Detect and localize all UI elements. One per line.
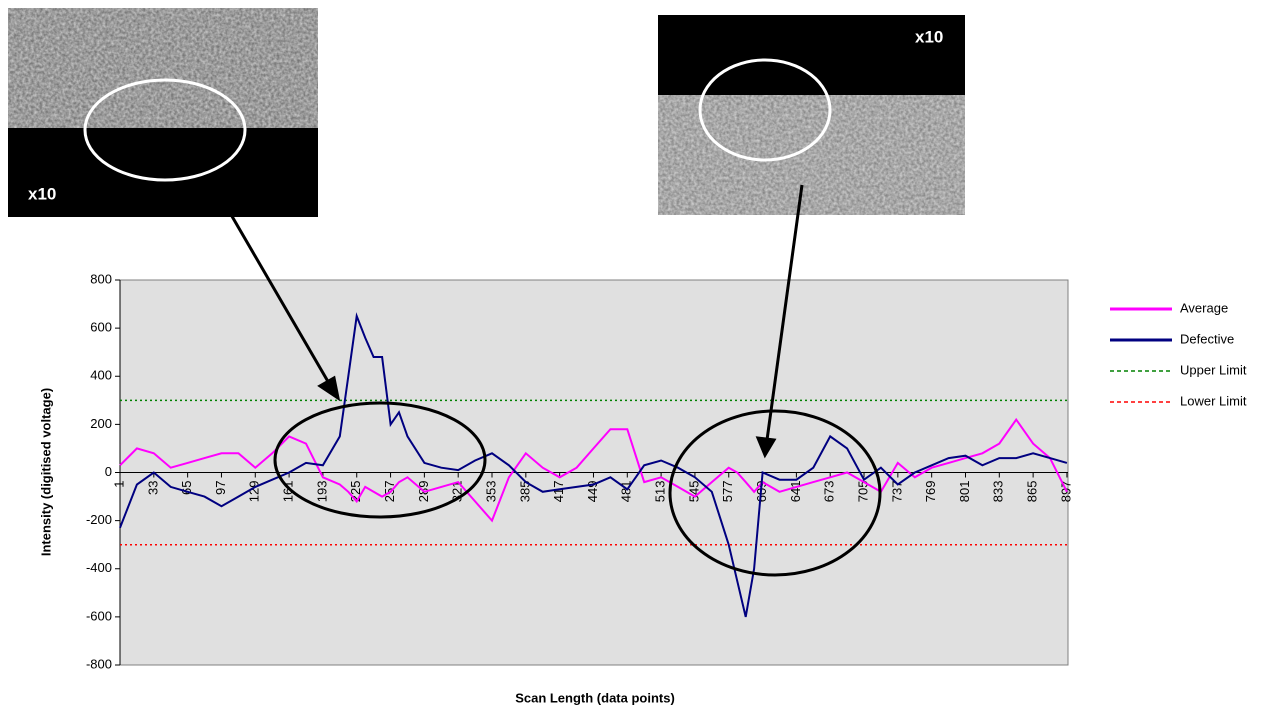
arrow xyxy=(206,174,804,459)
magnification-label: x10 xyxy=(28,184,56,203)
x-tick-label: 545 xyxy=(686,481,701,503)
x-tick-label: 865 xyxy=(1025,481,1040,503)
highlight-ellipse xyxy=(273,401,487,519)
y-tick-label: 600 xyxy=(90,320,112,335)
x-tick-label: 737 xyxy=(889,481,904,503)
x-tick-label: 97 xyxy=(213,481,228,495)
x-tick-label: 353 xyxy=(483,481,498,503)
y-tick-label: -200 xyxy=(86,512,112,527)
legend-label: Upper Limit xyxy=(1180,362,1247,377)
x-tick-label: 833 xyxy=(991,481,1006,503)
x-tick-label: 33 xyxy=(145,481,160,495)
y-tick-label: 200 xyxy=(90,416,112,431)
y-tick-label: -400 xyxy=(86,560,112,575)
highlight-ellipse xyxy=(668,409,882,577)
y-tick-label: -600 xyxy=(86,608,112,623)
x-tick-label: 577 xyxy=(720,481,735,503)
y-tick-label: 0 xyxy=(105,464,112,479)
x-tick-label: 673 xyxy=(822,481,837,503)
x-tick-label: 641 xyxy=(788,481,803,503)
x-tick-label: 161 xyxy=(281,481,296,503)
x-tick-label: 513 xyxy=(653,481,668,503)
x-tick-label: 705 xyxy=(855,481,870,503)
x-tick-label: 385 xyxy=(517,481,532,503)
y-tick-label: 800 xyxy=(90,271,112,286)
legend-label: Defective xyxy=(1180,331,1234,346)
x-tick-label: 193 xyxy=(314,481,329,503)
micrograph: x10 xyxy=(658,15,965,215)
magnification-label: x10 xyxy=(915,27,943,46)
y-tick-label: 400 xyxy=(90,368,112,383)
series-line xyxy=(119,417,1068,523)
x-tick-label: 1 xyxy=(111,481,126,488)
micrograph: x10 xyxy=(8,8,318,217)
y-axis-title: Intensity (digitised voltage) xyxy=(38,388,53,556)
x-tick-label: 769 xyxy=(923,481,938,503)
x-tick-label: 801 xyxy=(957,481,972,503)
legend: Average Defective Upper Limit Lower Limit xyxy=(1110,300,1247,408)
series-line xyxy=(119,312,1068,618)
legend-label: Average xyxy=(1180,300,1228,315)
y-tick-label: -800 xyxy=(86,656,112,671)
x-axis-title: Scan Length (data points) xyxy=(515,690,675,705)
legend-label: Lower Limit xyxy=(1180,393,1247,408)
x-tick-label: 417 xyxy=(551,481,566,503)
